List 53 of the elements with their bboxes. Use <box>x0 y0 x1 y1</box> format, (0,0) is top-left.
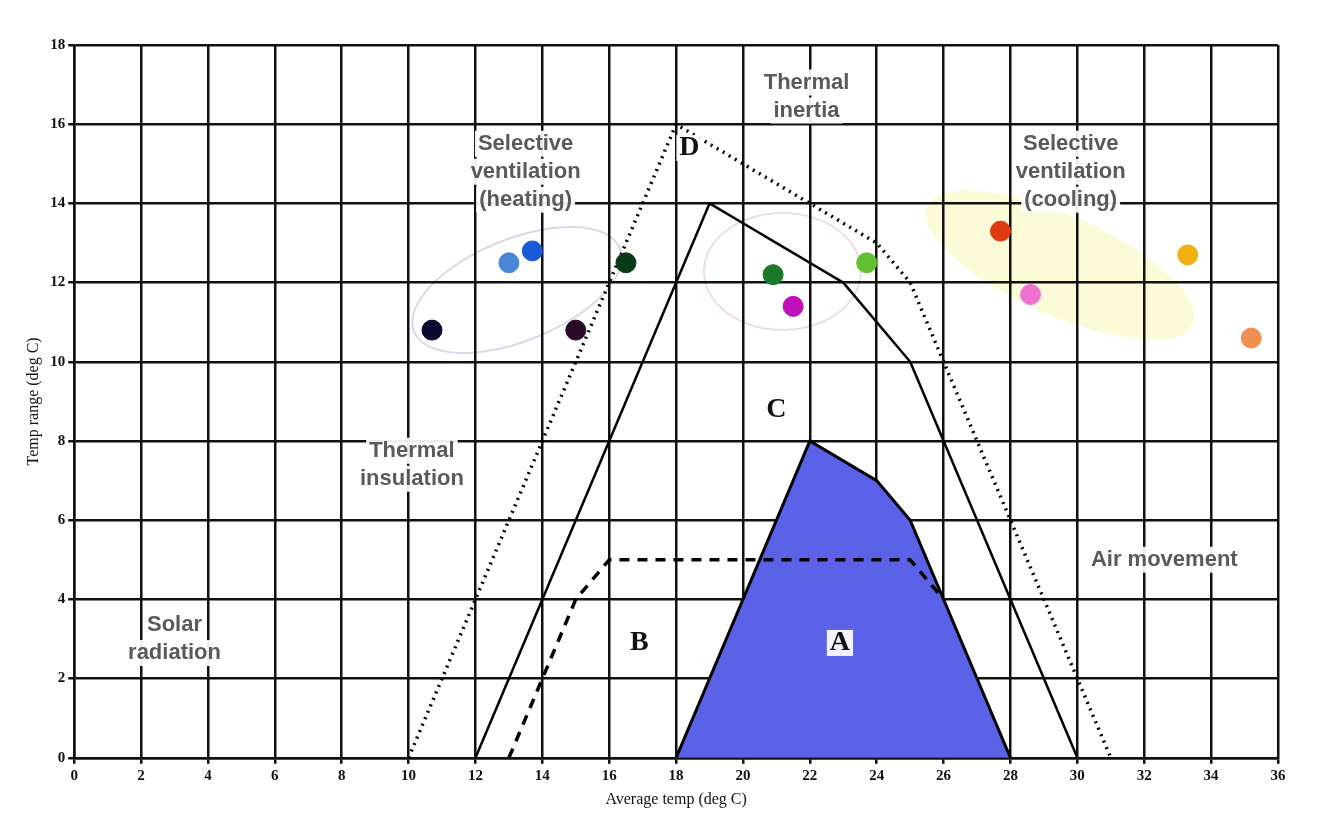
annotation: D <box>679 130 700 162</box>
point <box>762 264 784 286</box>
annotation: Selective ventilation (cooling) <box>1015 129 1126 211</box>
x-tick-label: 4 <box>204 766 213 783</box>
x-tick-label: 8 <box>337 766 346 783</box>
annotation: Air movement <box>1090 545 1239 571</box>
annotation: Thermal insulation <box>359 436 464 490</box>
x-tick-label: 28 <box>1002 766 1018 783</box>
x-tick-label: 24 <box>869 766 885 783</box>
y-tick-label: 12 <box>50 273 66 290</box>
x-tick-label: 6 <box>271 766 280 783</box>
point <box>498 252 520 274</box>
annotation: A <box>829 625 851 657</box>
x-tick-label: 2 <box>137 766 145 783</box>
x-tick-label: 26 <box>936 766 952 783</box>
x-tick-label: 30 <box>1069 766 1085 783</box>
x-tick-label: 34 <box>1203 766 1220 783</box>
x-tick-label: 14 <box>534 766 551 783</box>
point <box>1020 283 1042 305</box>
point <box>1240 327 1262 349</box>
x-axis-title: Average temp (deg C) <box>605 789 747 808</box>
annotation: C <box>766 391 787 423</box>
x-tick-label: 20 <box>735 766 751 783</box>
x-tick-label: 10 <box>401 766 417 783</box>
point <box>565 319 587 341</box>
y-tick-label: 16 <box>50 115 66 132</box>
y-tick-label: 8 <box>57 431 66 448</box>
y-tick-label: 14 <box>50 194 66 211</box>
y-tick-label: 6 <box>57 511 66 528</box>
x-tick-label: 18 <box>668 766 684 783</box>
y-tick-label: 0 <box>57 748 66 765</box>
y-tick-label: 4 <box>57 590 66 607</box>
y-tick-label: 18 <box>50 35 66 52</box>
x-tick-label: 22 <box>802 766 818 783</box>
annotation: Thermal inertia <box>763 68 850 122</box>
y-tick-label: 2 <box>57 669 66 686</box>
point <box>1177 244 1199 266</box>
x-tick-label: 12 <box>467 766 483 783</box>
annotation: Selective ventilation (heating) <box>470 129 581 211</box>
point <box>615 252 637 274</box>
y-tick-label: 10 <box>50 352 66 369</box>
annotation: B <box>629 625 649 657</box>
annotation: Solar radiation <box>128 611 221 665</box>
y-axis-title: Temp range (deg C) <box>23 337 42 466</box>
point <box>782 295 804 317</box>
x-tick-label: 16 <box>601 766 618 783</box>
point <box>421 319 443 341</box>
point <box>989 220 1011 242</box>
x-tick-label: 36 <box>1270 766 1286 783</box>
x-tick-label: 32 <box>1136 766 1152 783</box>
point <box>856 252 878 274</box>
point <box>521 240 543 262</box>
x-tick-label: 0 <box>70 766 78 783</box>
